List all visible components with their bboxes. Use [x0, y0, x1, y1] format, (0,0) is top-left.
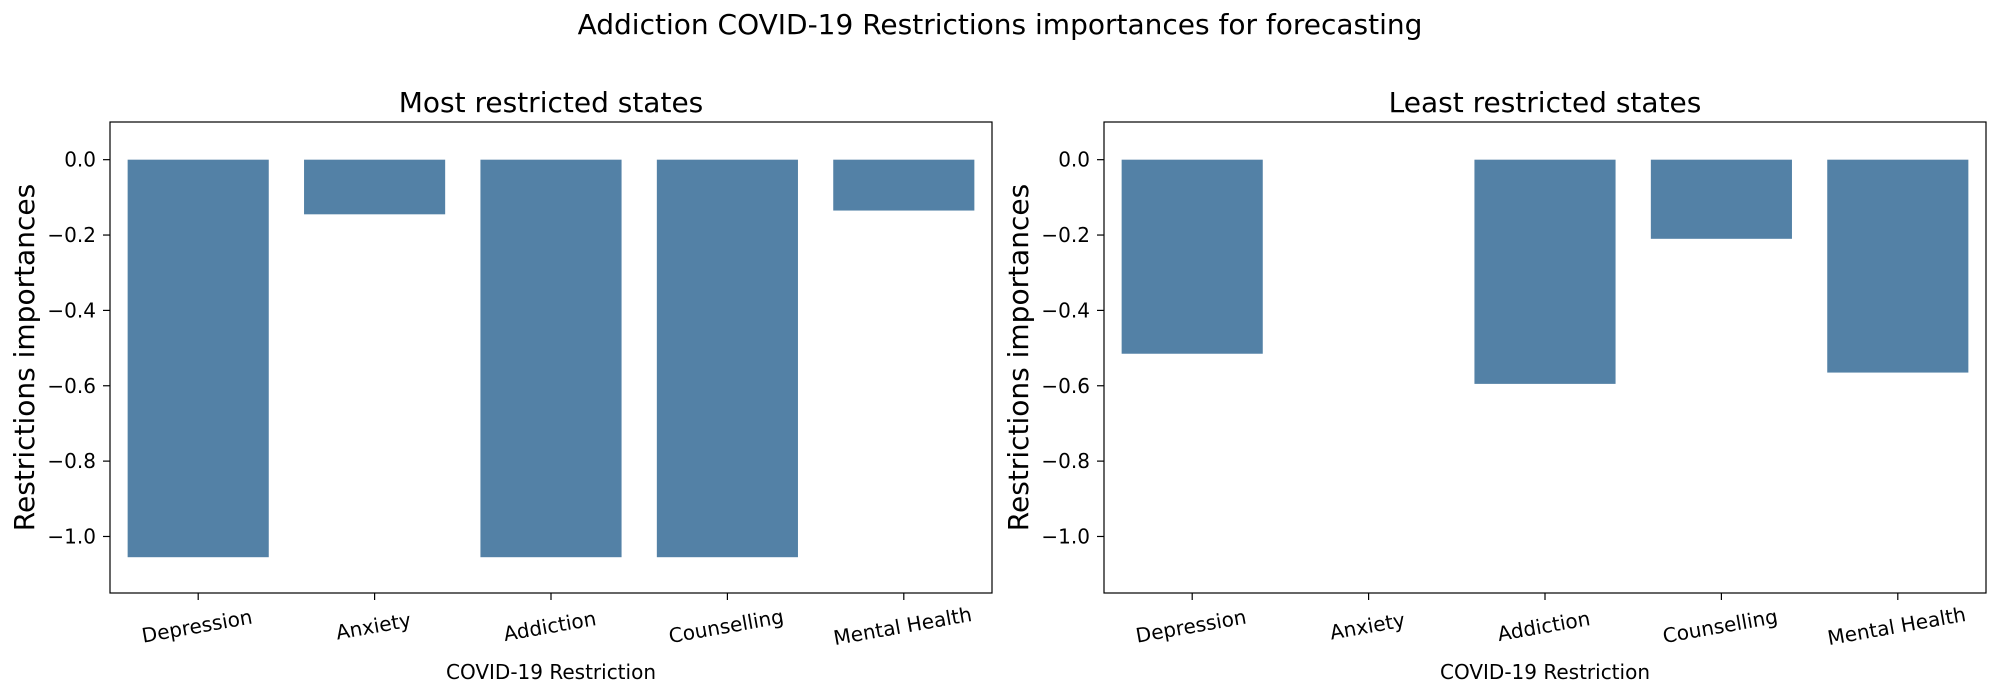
y-tick-label: 0.0	[64, 148, 96, 172]
y-tick-label: 0.0	[1058, 148, 1090, 172]
bar-addiction	[480, 159, 622, 558]
x-tick-label: Counselling	[1661, 604, 1780, 648]
bar-mental-health	[833, 159, 975, 211]
bar-anxiety	[304, 159, 446, 215]
y-tick-label: −0.4	[1041, 298, 1090, 322]
x-tick-label: Anxiety	[334, 608, 413, 645]
chart-title: Most restricted states	[399, 86, 704, 119]
y-tick-label: −1.0	[47, 524, 96, 548]
y-tick-label: −1.0	[1041, 524, 1090, 548]
x-tick-label: Addiction	[502, 606, 598, 646]
bar-counselling	[1650, 159, 1792, 239]
y-axis-label: Restrictions importances	[8, 184, 41, 531]
bar-depression	[127, 159, 269, 558]
bar-depression	[1121, 159, 1263, 354]
bar-counselling	[656, 159, 798, 558]
x-tick-label: Depression	[1134, 605, 1248, 648]
y-tick-label: −0.6	[47, 374, 96, 398]
x-tick-label: Depression	[140, 605, 254, 648]
x-tick-label: Counselling	[667, 604, 786, 648]
x-tick-label: Mental Health	[832, 602, 974, 650]
y-tick-label: −0.6	[1041, 374, 1090, 398]
y-tick-label: −0.2	[47, 223, 96, 247]
y-tick-label: −0.4	[47, 298, 96, 322]
x-axis-label: COVID-19 Restriction	[446, 660, 656, 684]
x-tick-label: Addiction	[1496, 606, 1592, 646]
bar-addiction	[1474, 159, 1616, 384]
x-tick-label: Anxiety	[1328, 608, 1407, 645]
x-tick-label: Mental Health	[1826, 602, 1968, 650]
y-tick-label: −0.8	[47, 449, 96, 473]
chart-title: Least restricted states	[1389, 86, 1702, 119]
y-tick-label: −0.8	[1041, 449, 1090, 473]
figure-title: Addiction COVID-19 Restrictions importan…	[577, 8, 1423, 41]
y-tick-label: −0.2	[1041, 223, 1090, 247]
bar-mental-health	[1827, 159, 1969, 373]
x-axis-label: COVID-19 Restriction	[1440, 660, 1650, 684]
y-axis-label: Restrictions importances	[1002, 184, 1035, 531]
